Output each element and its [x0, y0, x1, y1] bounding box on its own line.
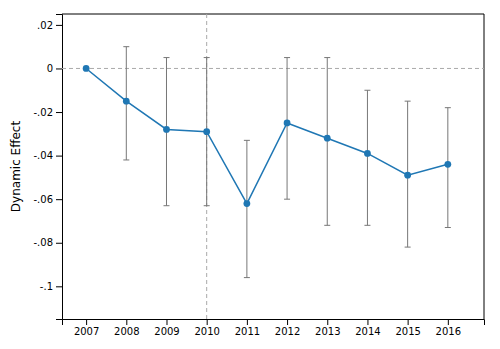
tick-label: .02: [37, 20, 53, 31]
point: [444, 161, 451, 168]
tick-label: -.02: [33, 107, 53, 118]
point: [404, 172, 411, 179]
tick-label: -.08: [33, 237, 53, 248]
y-axis-title: Dynamic Effect: [9, 121, 23, 213]
plot-frame: [484, 14, 485, 319]
tick-mark: [287, 319, 288, 325]
point: [83, 65, 90, 72]
tick-mark: [126, 319, 127, 325]
chart: 2007 2008 2009 2010 2011 2012 2013 2014 2015 2016…: [0, 0, 500, 349]
plot: 2007 2008 2009 2010 2011 2012 2013 2014 2015 2016…: [33, 14, 484, 337]
point: [324, 135, 331, 142]
reference-line: [62, 68, 484, 69]
tick-mark: [327, 319, 328, 325]
tick: 2010: [194, 319, 219, 337]
point: [364, 150, 371, 157]
tick: 2011: [235, 319, 260, 337]
error-bar: [244, 140, 250, 277]
tick-label: 2012: [275, 326, 300, 337]
tick: .02: [37, 20, 62, 31]
tick-label: 2009: [154, 326, 179, 337]
tick-label: -.04: [33, 150, 53, 161]
point: [284, 120, 291, 127]
tick: 2015: [395, 319, 420, 337]
tick-label: 2011: [235, 326, 260, 337]
tick-label: 2013: [315, 326, 340, 337]
tick: -.04: [33, 150, 62, 161]
error-bar: [123, 47, 129, 160]
markers: [83, 65, 451, 207]
tick-mark: [367, 319, 368, 325]
tick: 2014: [355, 319, 380, 337]
error-bar: [445, 108, 451, 228]
error-bar: [364, 90, 370, 225]
plot-frame: [62, 14, 484, 15]
tick: 2008: [114, 319, 139, 337]
tick: 2013: [315, 319, 340, 337]
tick-mark: [56, 286, 62, 287]
error-bar: [163, 58, 169, 206]
error-bar: [204, 58, 210, 206]
tick: 2016: [436, 319, 461, 337]
tick-label: 2010: [194, 326, 219, 337]
tick-mark: [86, 319, 87, 325]
y-axis: .02 0 -.02 -.04 -.06 -.08 -.1: [33, 15, 62, 320]
tick-mark: [448, 319, 449, 325]
marks: [62, 14, 484, 319]
tick-label: 0: [47, 63, 53, 74]
tick-mark: [56, 243, 62, 244]
tick-mark: [408, 319, 409, 325]
error-bars: [83, 47, 451, 278]
tick-mark: [247, 319, 248, 325]
tick: 2009: [154, 319, 179, 337]
tick: 2007: [74, 319, 99, 337]
tick: -.02: [33, 107, 62, 118]
tick-mark: [207, 319, 208, 325]
tick: -.06: [33, 194, 62, 205]
tick-mark: [56, 68, 62, 69]
tick-mark: [56, 25, 62, 26]
tick-label: 2014: [355, 326, 380, 337]
tick: 0: [47, 63, 62, 74]
tick: -.08: [33, 237, 62, 248]
tick-label: -.06: [33, 194, 53, 205]
axis-line: [63, 320, 485, 326]
tick-label: -.1: [40, 281, 53, 292]
point: [163, 126, 170, 133]
tick: -.1: [40, 281, 62, 292]
tick-mark: [56, 156, 62, 157]
x-axis: 2007 2008 2009 2010 2011 2012 2013 2014 2015 2016: [63, 319, 485, 337]
tick-mark: [166, 319, 167, 325]
axis-line: [56, 15, 63, 320]
tick-mark: [56, 199, 62, 200]
point: [203, 128, 210, 135]
tick-label: 2008: [114, 326, 139, 337]
tick-mark: [56, 112, 62, 113]
point: [243, 200, 250, 207]
error-bar: [324, 58, 330, 226]
line: [86, 68, 448, 203]
tick-label: 2015: [395, 326, 420, 337]
point: [123, 98, 130, 105]
tick-label: 2007: [74, 326, 99, 337]
error-bar: [405, 101, 411, 247]
tick-label: 2016: [436, 326, 461, 337]
tick: 2012: [275, 319, 300, 337]
